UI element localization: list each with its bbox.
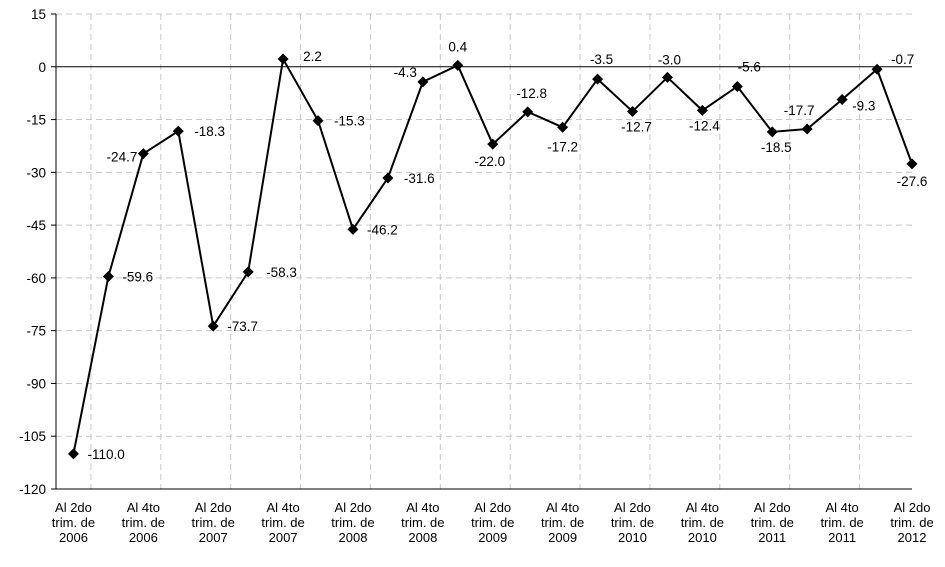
data-label: -3.0 bbox=[658, 52, 681, 67]
data-point bbox=[277, 53, 289, 65]
grid-layer bbox=[56, 13, 912, 489]
data-point bbox=[242, 266, 254, 278]
data-label: -31.6 bbox=[404, 171, 435, 186]
data-point bbox=[487, 138, 499, 150]
data-label: -5.6 bbox=[738, 59, 761, 74]
data-point bbox=[452, 59, 464, 71]
y-tick-label: -30 bbox=[26, 165, 46, 180]
data-label: -9.3 bbox=[852, 99, 875, 114]
series-line bbox=[72, 56, 913, 455]
data-point bbox=[871, 63, 883, 75]
data-label: -46.2 bbox=[367, 222, 398, 237]
data-label: -73.7 bbox=[227, 319, 258, 334]
data-point bbox=[102, 270, 114, 282]
data-point bbox=[836, 94, 848, 105]
y-tick-label: -45 bbox=[26, 218, 46, 233]
x-tick-label: Al 2do trim. de 2008 bbox=[331, 500, 374, 545]
x-tick-label: Al 2do trim. de 2009 bbox=[471, 500, 514, 545]
x-tick-label: Al 4to trim. de 2006 bbox=[122, 500, 165, 545]
data-point bbox=[67, 448, 79, 460]
data-label: -18.3 bbox=[194, 124, 225, 139]
data-point bbox=[312, 115, 324, 127]
y-tick-label: 15 bbox=[31, 7, 46, 22]
data-point bbox=[626, 105, 638, 117]
data-label: -3.5 bbox=[590, 52, 613, 67]
data-point bbox=[172, 125, 184, 137]
x-tick-label: Al 2do trim. de 2011 bbox=[751, 500, 794, 545]
data-point bbox=[382, 172, 394, 184]
data-label: -17.7 bbox=[784, 103, 815, 118]
x-tick-label: Al 2do trim. de 2006 bbox=[52, 500, 95, 545]
y-tick-label: -105 bbox=[19, 429, 46, 444]
data-point bbox=[766, 126, 778, 138]
y-tick-label: 0 bbox=[38, 60, 46, 75]
data-label: 2.2 bbox=[303, 49, 322, 64]
y-tick-label: -15 bbox=[26, 113, 46, 128]
x-tick-label: Al 4to trim. de 2010 bbox=[681, 500, 724, 545]
data-point bbox=[557, 121, 569, 133]
data-label: -12.4 bbox=[689, 118, 720, 133]
data-label: -4.3 bbox=[394, 65, 417, 80]
x-tick-label: Al 4to trim. de 2008 bbox=[401, 500, 444, 545]
data-label: -58.3 bbox=[266, 265, 297, 280]
y-tick-label: -90 bbox=[26, 376, 46, 391]
data-label: -15.3 bbox=[334, 114, 365, 129]
x-tick-label: Al 2do trim. de 2007 bbox=[192, 500, 235, 545]
series-layer bbox=[67, 53, 918, 460]
data-point bbox=[522, 106, 534, 118]
y-tick-label: -75 bbox=[26, 324, 46, 339]
y-tick-label: -120 bbox=[19, 482, 46, 497]
data-point bbox=[696, 104, 708, 116]
x-tick-label: Al 4to trim. de 2009 bbox=[541, 500, 584, 545]
data-label: -24.7 bbox=[107, 150, 138, 165]
data-label: -0.7 bbox=[891, 52, 914, 67]
data-point bbox=[137, 148, 149, 160]
data-label: -18.5 bbox=[761, 140, 792, 155]
data-label: 0.4 bbox=[448, 39, 467, 54]
axis-layer: 15 0 -15 -30 -45 -60 -75 -90 -105 -120 Al 2do trim.… bbox=[19, 7, 934, 545]
data-label: -110.0 bbox=[87, 447, 124, 462]
data-point bbox=[207, 320, 219, 332]
data-point bbox=[906, 158, 918, 170]
data-label: -22.0 bbox=[474, 154, 505, 169]
x-tick-label: Al 4to trim. de 2007 bbox=[261, 500, 304, 545]
data-point bbox=[347, 223, 359, 235]
y-tick-label: -60 bbox=[26, 271, 46, 286]
data-label-layer: -110.0 -59.6 -24.7 -18.3 -73.7 -58.3 2.2 -15.3 -… bbox=[87, 39, 927, 461]
data-label: -27.6 bbox=[897, 174, 928, 189]
data-point bbox=[731, 80, 743, 92]
x-tick-label: Al 2do trim. de 2010 bbox=[611, 500, 654, 545]
data-point bbox=[592, 73, 604, 85]
data-point bbox=[417, 76, 429, 88]
x-tick-label: Al 4to trim. de 2011 bbox=[820, 500, 863, 545]
data-label: -17.2 bbox=[547, 139, 578, 154]
data-point bbox=[661, 71, 673, 83]
data-label: -12.8 bbox=[516, 86, 547, 101]
data-label: -59.6 bbox=[122, 269, 153, 284]
x-tick-label: Al 2do trim. de 2012 bbox=[890, 500, 933, 545]
data-point bbox=[801, 123, 813, 135]
data-label: -12.7 bbox=[621, 119, 652, 134]
